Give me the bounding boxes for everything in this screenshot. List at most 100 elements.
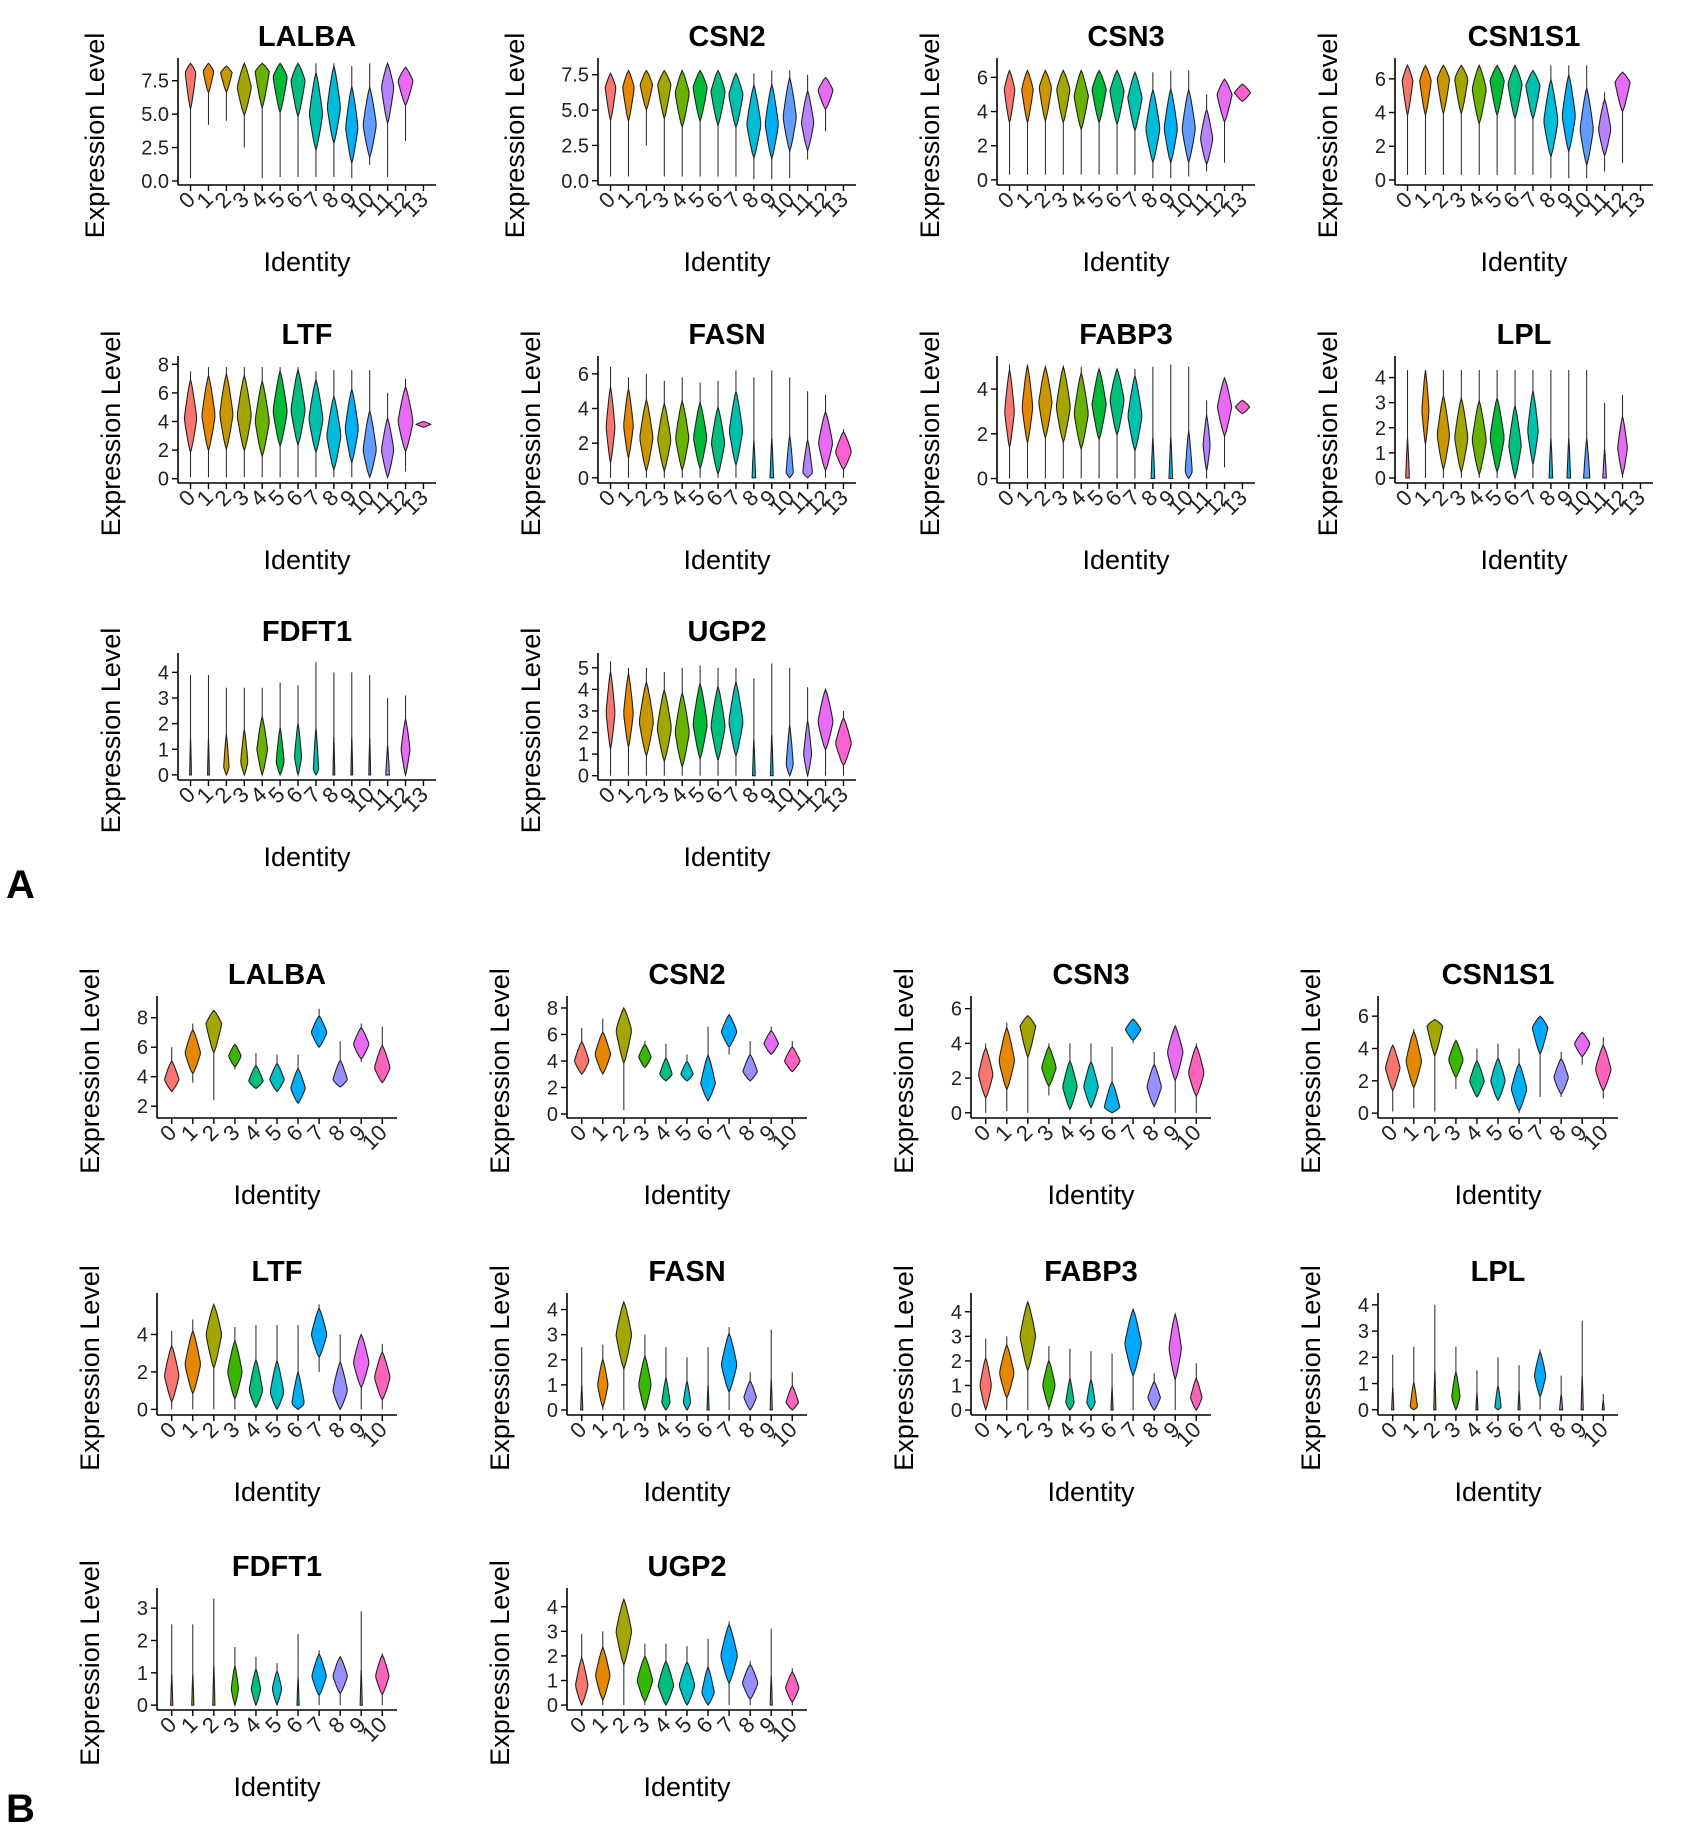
y-tick-label: 2.5 — [141, 138, 169, 160]
y-tick-label: 0 — [158, 469, 169, 491]
y-tick-label: 6 — [137, 1037, 148, 1059]
violin-6 — [706, 1385, 710, 1411]
violin-0 — [1384, 1044, 1401, 1092]
violin-2 — [212, 1665, 216, 1706]
violin-6 — [710, 684, 726, 763]
violin-2 — [220, 65, 233, 94]
violin-3 — [657, 69, 672, 121]
violin-0 — [575, 1656, 589, 1707]
chart-title: FASN — [688, 319, 765, 351]
violin-4 — [1471, 64, 1487, 126]
violin-8 — [326, 65, 341, 146]
x-axis-title: Identity — [643, 1477, 731, 1507]
violin-4 — [256, 716, 269, 777]
y-tick-label: 0 — [1375, 170, 1386, 192]
chart-title: LALBA — [258, 21, 356, 53]
violin-8 — [746, 83, 762, 160]
violin-10 — [1184, 430, 1193, 480]
violin-4 — [1062, 1059, 1078, 1111]
y-tick-label: 0 — [547, 1695, 558, 1717]
x-tick-label: 4 — [239, 1712, 265, 1738]
violin-9 — [1580, 1376, 1584, 1411]
x-tick-label: 2 — [607, 1712, 633, 1738]
violin-8 — [332, 1059, 348, 1088]
x-tick-label: 10 — [357, 1120, 392, 1155]
x-tick-label: 0 — [155, 1120, 181, 1146]
y-tick-label: 4 — [1358, 1038, 1369, 1060]
violin-6 — [1109, 367, 1125, 437]
y-axis-title: Expression Level — [80, 33, 110, 239]
x-tick-label: 5 — [260, 1120, 286, 1146]
x-tick-label: 2 — [607, 1417, 633, 1443]
x-tick-label: 3 — [218, 1712, 244, 1738]
x-tick-label: 6 — [1502, 1120, 1528, 1146]
violin-1 — [623, 673, 634, 748]
y-axis-title: Expression Level — [75, 1560, 105, 1766]
violin-1 — [1405, 1029, 1422, 1089]
violin-2 — [1038, 69, 1052, 123]
violin-4 — [250, 1667, 262, 1707]
violin-10 — [375, 1653, 390, 1696]
x-tick-label: 8 — [733, 1417, 759, 1443]
y-tick-label: 2.5 — [561, 135, 589, 157]
violin-0 — [1391, 1387, 1395, 1411]
violin-7 — [721, 1331, 738, 1394]
violin-4 — [674, 690, 690, 769]
x-tick-label: 8 — [733, 1712, 759, 1738]
violin-8 — [743, 1379, 757, 1411]
x-tick-label: 10 — [767, 1712, 802, 1747]
violin-11 — [1598, 97, 1612, 158]
violin-0 — [1004, 369, 1015, 448]
violin-10 — [782, 75, 797, 154]
violin-3 — [657, 401, 672, 473]
x-tick-label: 3 — [1439, 1417, 1465, 1443]
y-tick-label: 2 — [158, 440, 169, 462]
violin-7 — [308, 72, 323, 153]
chart-title: CSN1S1 — [1442, 959, 1555, 991]
violin-0 — [1401, 64, 1414, 116]
x-tick-label: 13 — [1615, 187, 1650, 222]
panel-label-b: B — [6, 1787, 35, 1824]
violin-8 — [332, 1360, 348, 1411]
violin-3 — [638, 1043, 652, 1069]
violin-1 — [191, 1674, 195, 1706]
violin-2 — [1038, 364, 1053, 440]
violin-12 — [397, 66, 414, 107]
y-tick-label: 2 — [547, 1350, 558, 1372]
x-tick-label: 5 — [260, 1417, 286, 1443]
y-tick-label: 6 — [1375, 69, 1386, 91]
y-tick-label: 4 — [547, 1051, 558, 1073]
violin-1 — [1421, 370, 1430, 445]
chart-title: LPL — [1471, 1256, 1526, 1288]
x-axis-title: Identity — [263, 545, 351, 575]
violin-3 — [228, 1043, 242, 1068]
violin-10 — [785, 725, 794, 778]
x-axis-title: Identity — [1082, 247, 1170, 277]
y-tick-label: 0 — [578, 468, 589, 490]
y-tick-label: 2 — [951, 1351, 962, 1373]
violin-10 — [785, 1670, 800, 1704]
x-tick-label: 4 — [239, 1120, 265, 1146]
violin-9 — [353, 1026, 370, 1060]
violin-3 — [636, 1654, 653, 1703]
chart-title: FDFT1 — [262, 616, 352, 648]
chart-title: UGP2 — [688, 616, 767, 648]
violin-7 — [308, 377, 324, 455]
violin-0 — [184, 379, 198, 455]
violin-0 — [164, 1059, 180, 1093]
x-tick-label: 1 — [990, 1417, 1016, 1443]
violin-3 — [1451, 1369, 1461, 1412]
y-tick-label: 0 — [547, 1104, 558, 1126]
x-axis-title: Identity — [263, 247, 351, 277]
chart-title: CSN2 — [648, 959, 725, 991]
violin-8 — [742, 1663, 759, 1701]
x-tick-label: 13 — [1217, 485, 1252, 520]
violin-0 — [979, 1356, 992, 1412]
x-tick-label: 1 — [176, 1417, 202, 1443]
y-axis-title: Expression Level — [1313, 331, 1343, 537]
violin-2 — [205, 1302, 222, 1370]
y-tick-label: 3 — [547, 1621, 558, 1643]
violin-6 — [294, 723, 303, 777]
x-tick-label: 5 — [260, 1712, 286, 1738]
